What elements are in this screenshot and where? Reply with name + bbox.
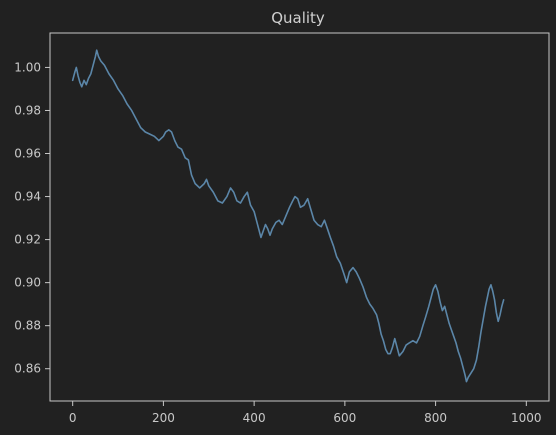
y-tick-label: 0.92 (14, 233, 41, 247)
x-tick-label: 400 (243, 411, 266, 425)
x-tick-label: 200 (152, 411, 175, 425)
x-tick-label: 1000 (511, 411, 542, 425)
x-tick-label: 800 (424, 411, 447, 425)
y-tick-label: 0.90 (14, 276, 41, 290)
y-tick-label: 1.00 (14, 60, 41, 74)
y-tick-label: 0.88 (14, 319, 41, 333)
y-tick-label: 0.94 (14, 190, 41, 204)
y-tick-label: 0.86 (14, 362, 41, 376)
y-tick-label: 0.98 (14, 103, 41, 117)
y-axis: 0.86 0.88 0.90 0.92 0.94 0.96 0.98 1.00 (14, 60, 50, 376)
chart-title: Quality (271, 9, 325, 27)
x-axis: 0 200 400 600 800 1000 (69, 401, 542, 425)
plot-frame (49, 32, 550, 402)
x-tick-label: 0 (69, 411, 77, 425)
x-tick-label: 600 (333, 411, 356, 425)
quality-series-line (71, 49, 505, 383)
y-tick-label: 0.96 (14, 147, 41, 161)
